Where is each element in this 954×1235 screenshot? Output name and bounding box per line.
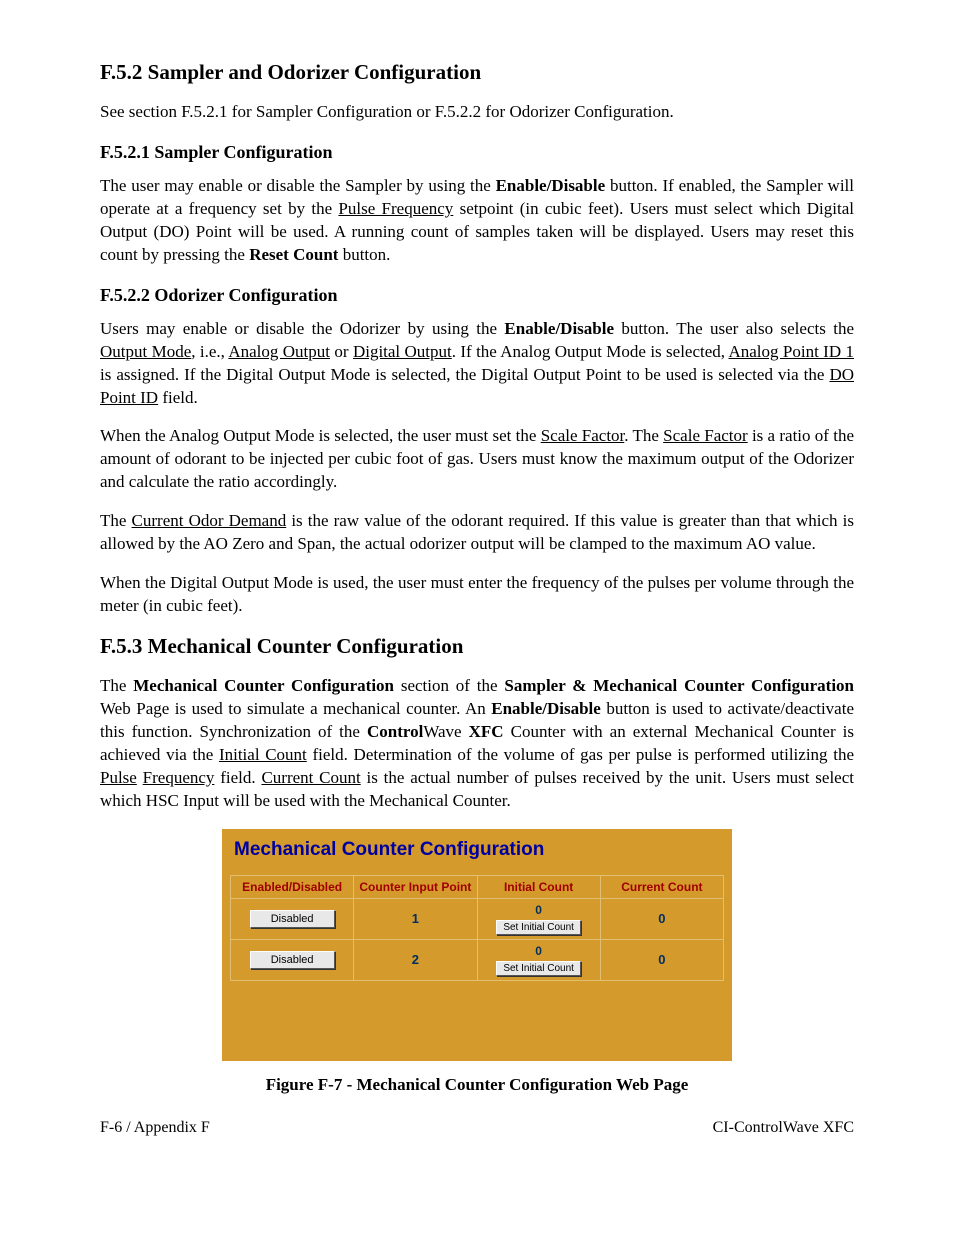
initial-count-value: 0	[480, 903, 598, 917]
heading-f521: F.5.2.1 Sampler Configuration	[100, 142, 854, 163]
heading-f53: F.5.3 Mechanical Counter Configuration	[100, 634, 854, 659]
footer-left: F-6 / Appendix F	[100, 1119, 210, 1137]
col-enabled: Enabled/Disabled	[231, 875, 354, 898]
paragraph-f522-d: When the Digital Output Mode is used, th…	[100, 572, 854, 618]
enable-disable-button[interactable]: Disabled	[250, 910, 335, 928]
set-initial-count-button[interactable]: Set Initial Count	[496, 920, 581, 935]
footer-right: CI-ControlWave XFC	[713, 1119, 854, 1137]
heading-f52: F.5.2 Sampler and Odorizer Configuration	[100, 60, 854, 85]
heading-f522: F.5.2.2 Odorizer Configuration	[100, 285, 854, 306]
set-initial-count-button[interactable]: Set Initial Count	[496, 961, 581, 976]
paragraph-f522-c: The Current Odor Demand is the raw value…	[100, 510, 854, 556]
paragraph-f522-a: Users may enable or disable the Odorizer…	[100, 318, 854, 410]
paragraph-f52-intro: See section F.5.2.1 for Sampler Configur…	[100, 101, 854, 124]
counter-input-value: 1	[412, 911, 419, 926]
mech-counter-table: Enabled/Disabled Counter Input Point Ini…	[230, 875, 724, 981]
current-count-value: 0	[658, 911, 665, 926]
current-count-value: 0	[658, 952, 665, 967]
panel-title: Mechanical Counter Configuration	[230, 837, 724, 875]
counter-input-value: 2	[412, 952, 419, 967]
paragraph-f521: The user may enable or disable the Sampl…	[100, 175, 854, 267]
col-current-count: Current Count	[600, 875, 723, 898]
enable-disable-button[interactable]: Disabled	[250, 951, 335, 969]
page-footer: F-6 / Appendix F CI-ControlWave XFC	[100, 1119, 854, 1137]
table-row: Disabled 1 0 Set Initial Count 0	[231, 898, 724, 939]
initial-count-value: 0	[480, 944, 598, 958]
table-header-row: Enabled/Disabled Counter Input Point Ini…	[231, 875, 724, 898]
paragraph-f53: The Mechanical Counter Configuration sec…	[100, 675, 854, 813]
col-counter-input: Counter Input Point	[354, 875, 477, 898]
paragraph-f522-b: When the Analog Output Mode is selected,…	[100, 425, 854, 494]
mech-counter-panel: Mechanical Counter Configuration Enabled…	[222, 829, 732, 1061]
col-initial-count: Initial Count	[477, 875, 600, 898]
figure-caption: Figure F-7 - Mechanical Counter Configur…	[100, 1075, 854, 1095]
table-row: Disabled 2 0 Set Initial Count 0	[231, 939, 724, 980]
